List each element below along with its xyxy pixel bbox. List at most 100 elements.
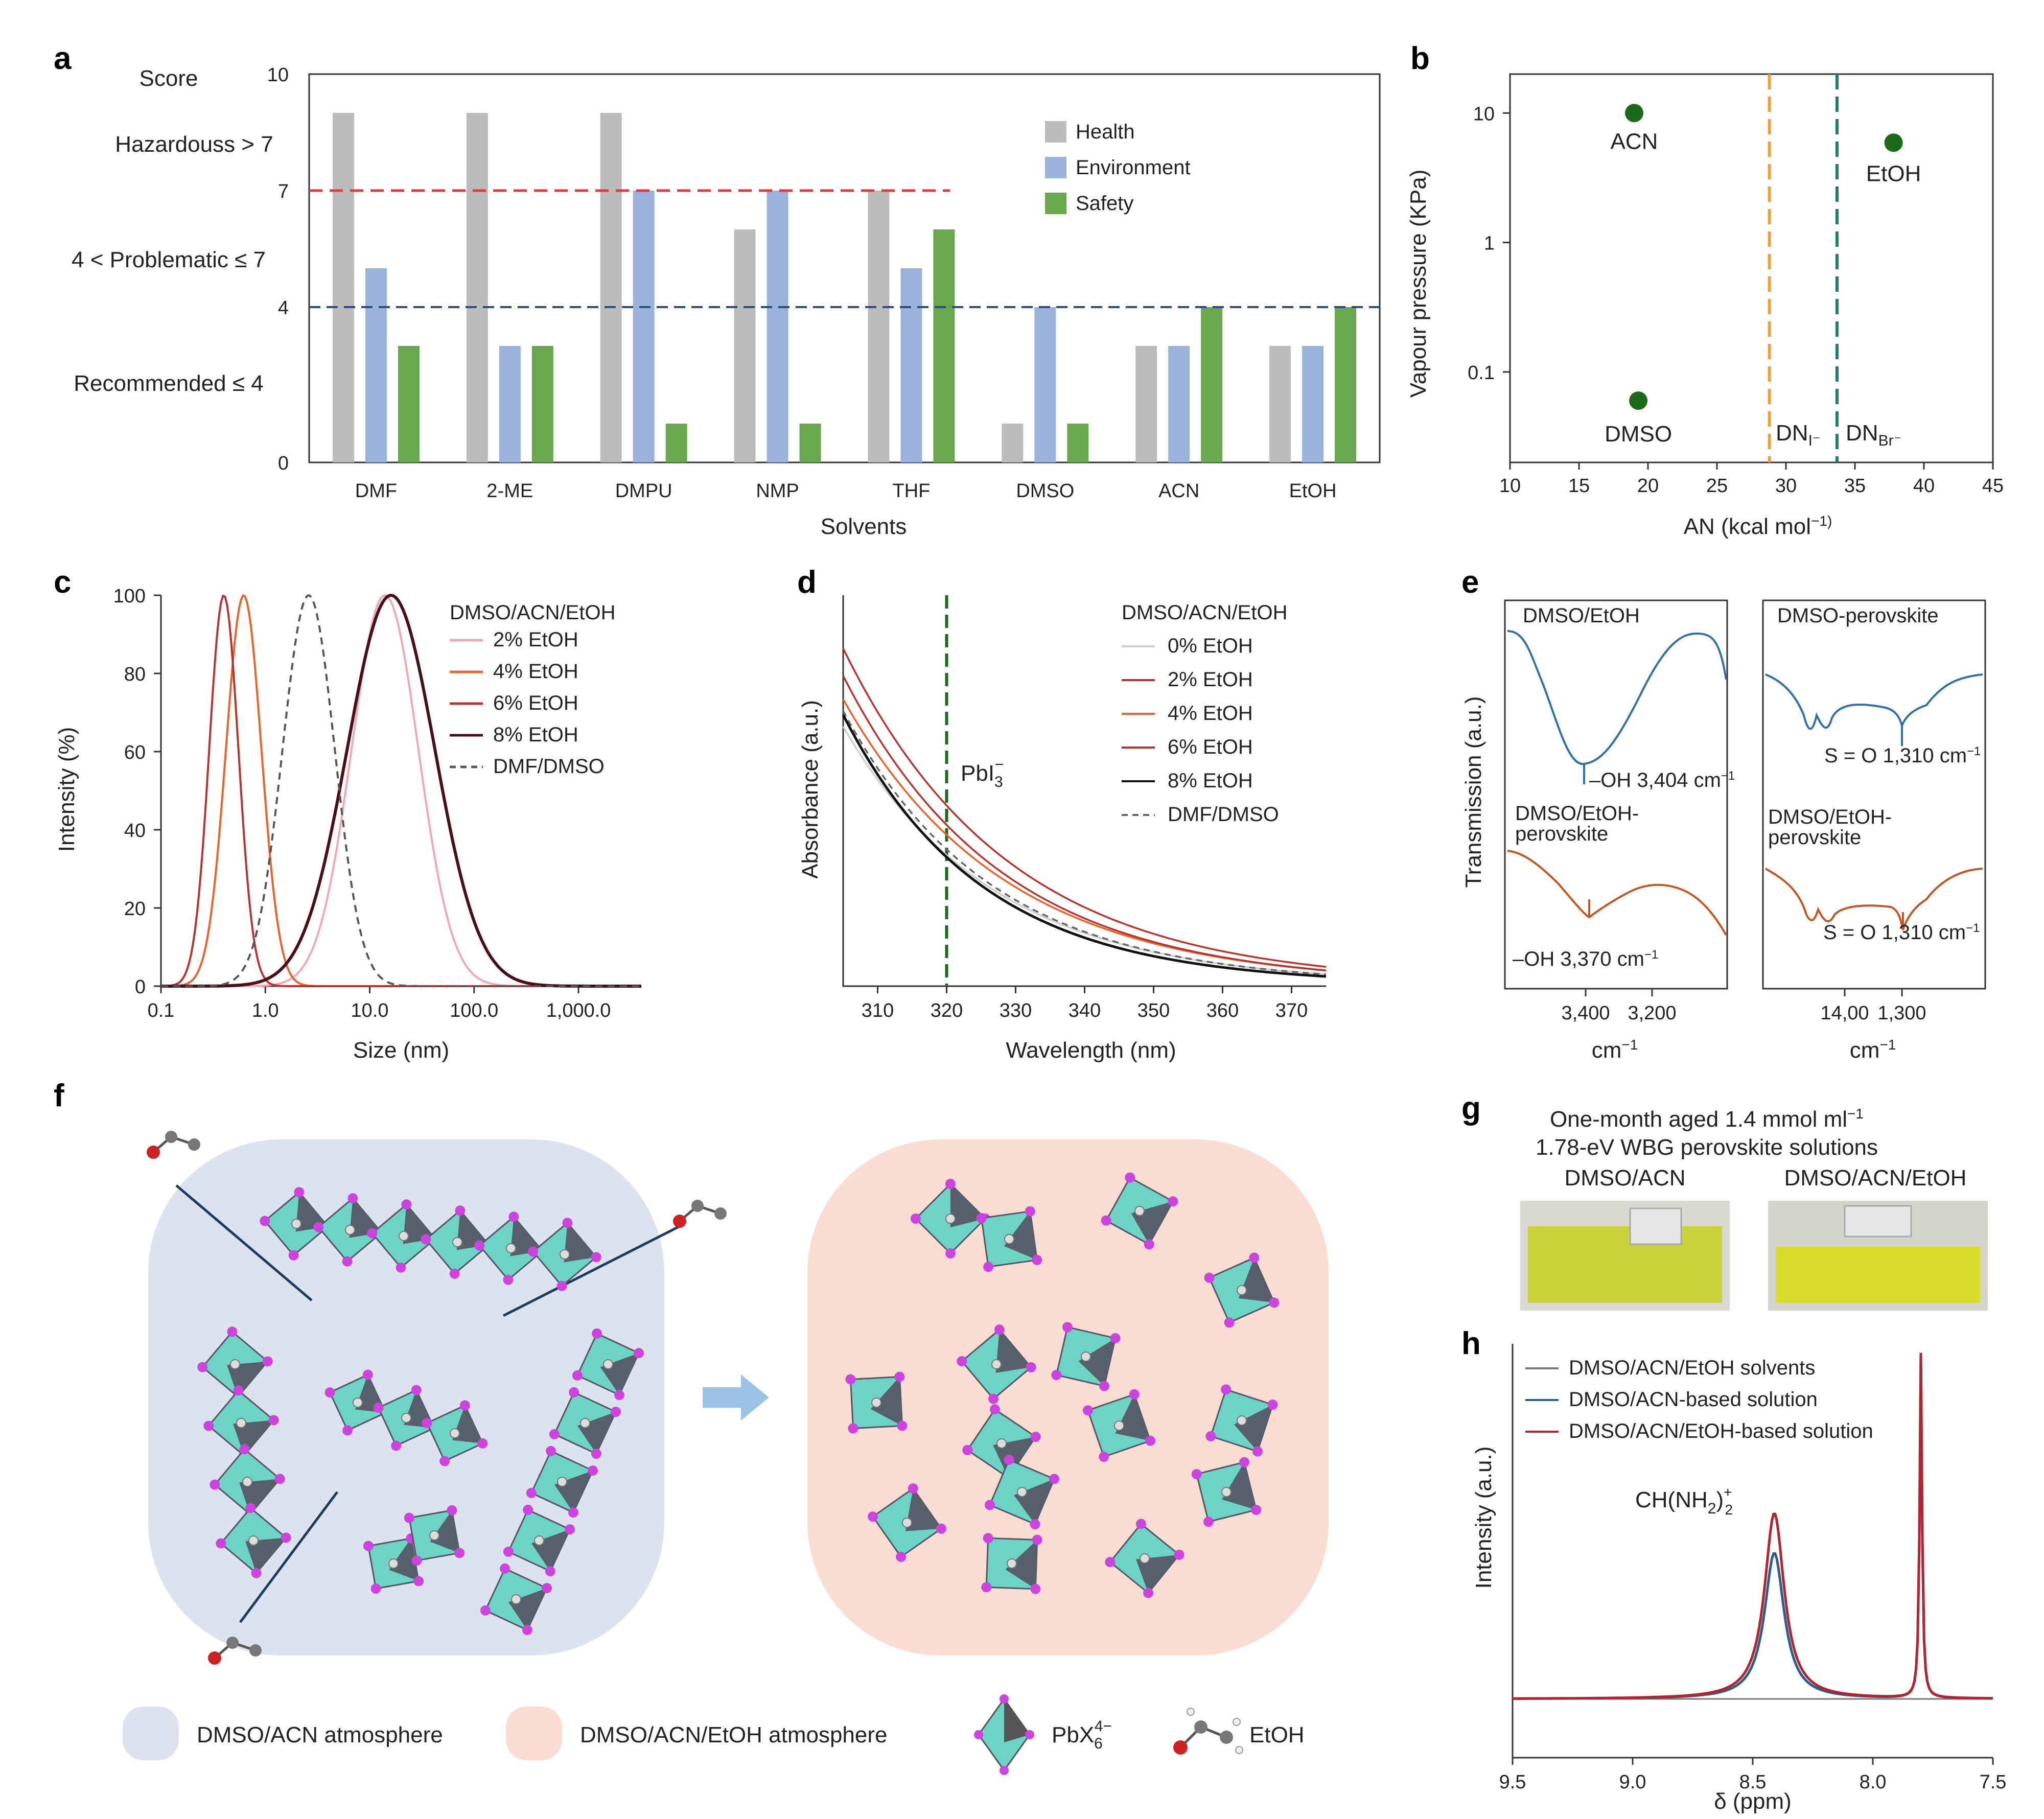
d-legend-label-0: 0% EtOH xyxy=(1168,635,1253,657)
a-plot-frame xyxy=(308,73,1381,463)
f-isolated-oct-4-halide-0 xyxy=(1110,1333,1121,1343)
f-isolated-oct-10 xyxy=(868,1483,946,1562)
c-series-4 xyxy=(161,594,641,987)
f-chain-low-oct-1 xyxy=(404,1505,465,1566)
a-bar-health-nmp xyxy=(734,229,756,462)
a-bar-environment-2-me xyxy=(499,346,521,462)
f-isolated-oct-8-halide-2 xyxy=(1099,1452,1109,1462)
f-chain-right-oct-2 xyxy=(526,1445,598,1518)
h-xlabel: δ (ppm) xyxy=(1714,1789,1792,1814)
f-chain-mid-oct-2-pb xyxy=(450,1428,460,1438)
a-bar-health-dmf xyxy=(332,113,354,462)
f-isolated-oct-13-shade xyxy=(1222,1462,1257,1510)
h-ylabel: Intensity (a.u.) xyxy=(1471,1447,1496,1589)
a-xlabel: Solvents xyxy=(821,514,907,539)
a-xtick-label: NMP xyxy=(756,480,799,502)
f-isolated-oct-12 xyxy=(1105,1519,1184,1598)
f-chain-top-oct-2-halide-3 xyxy=(367,1228,378,1239)
f-chain-top-oct-1-pb xyxy=(345,1225,355,1235)
f-chain-top-oct-3-shade xyxy=(456,1210,489,1250)
a-legend-label-environment: Environment xyxy=(1076,156,1191,179)
f-ethanol-2-oxygen xyxy=(673,1215,686,1228)
panel-label-d: d xyxy=(797,565,817,600)
f-chain-right-oct-4-pb xyxy=(511,1594,521,1604)
e-right-tick-label-1: 14,00 xyxy=(1820,1002,1869,1024)
f-chain-left-oct-0-pb xyxy=(230,1359,240,1369)
h-xtick-label: 9.0 xyxy=(1619,1771,1646,1793)
g-label-dmso-acn-etoh: DMSO/ACN/EtOH xyxy=(1784,1165,1967,1191)
f-isolated-oct-14 xyxy=(984,1454,1060,1530)
e-right-tick-label-2: 1,300 xyxy=(1877,1002,1926,1024)
chart-a: 0 4 7 10 DMF 2-ME DMPU NMP THF DMSO ACN EtOH Health E… xyxy=(267,64,1381,502)
a-bar-health-dmso xyxy=(1002,424,1024,462)
f-isolated-oct-13 xyxy=(1191,1457,1262,1527)
f-isolated-oct-11 xyxy=(981,1533,1042,1594)
f-chain-top-oct-3-halide-3 xyxy=(421,1234,431,1245)
f-isolated-oct-7-pb xyxy=(996,1438,1007,1449)
f-isolated-oct-3 xyxy=(1204,1252,1280,1328)
c-legend-label-4: DMF/DMSO xyxy=(493,755,605,778)
e-left-top-spectrum xyxy=(1507,630,1727,765)
f-chain-top-oct-5-shade xyxy=(564,1223,596,1263)
c-legend-label-2: 6% EtOH xyxy=(493,692,578,714)
a-xtick-label: DMPU xyxy=(615,480,672,502)
d-xtick-label: 310 xyxy=(862,1000,894,1021)
f-chain-right-oct-1-halide-2 xyxy=(549,1429,560,1439)
d-series-5 xyxy=(842,710,1327,975)
chart-e xyxy=(1504,599,1986,996)
f-chain-top-oct-1 xyxy=(313,1193,387,1267)
f-chain-top-oct-0-halide-3 xyxy=(260,1216,270,1226)
f-arrow-1 xyxy=(175,1184,313,1301)
f-isolated-oct-6-halide-1 xyxy=(897,1420,908,1431)
f-chain-right-oct-1-halide-1 xyxy=(591,1449,601,1459)
f-chain-low-oct-0-halide-3 xyxy=(363,1541,374,1551)
f-chain-mid-oct-1-halide-3 xyxy=(373,1403,384,1413)
a-recommended-label: Recommended ≤ 4 xyxy=(74,371,263,396)
f-isolated-oct-11-halide-1 xyxy=(1030,1583,1041,1594)
f-chain-right-oct-0-halide-1 xyxy=(614,1390,624,1401)
f-isolated-oct-11-halide-2 xyxy=(981,1582,992,1593)
a-ytick-label: 4 xyxy=(278,297,289,319)
d-xtick-label: 330 xyxy=(1000,1000,1032,1021)
d-xtick-label: 350 xyxy=(1137,1000,1170,1021)
f-chain-left-oct-0-halide-2 xyxy=(197,1362,208,1372)
a-bar-environment-dmf xyxy=(365,268,387,462)
f-chain-mid-oct-2-halide-2 xyxy=(439,1456,450,1466)
h-xtick-label: 7.5 xyxy=(1980,1771,2007,1793)
f-chain-right-oct-4-halide-3 xyxy=(500,1563,510,1574)
f-chain-right-oct-0-halide-0 xyxy=(634,1348,644,1359)
f-chain-top-oct-2-shade xyxy=(403,1204,435,1244)
f-isolated-oct-4-halide-2 xyxy=(1051,1370,1062,1381)
f-chain-right-oct-3-shade xyxy=(531,1529,570,1572)
f-isolated-oct-4-pb xyxy=(1081,1351,1091,1362)
f-chain-right-oct-3 xyxy=(503,1504,575,1577)
f-legend-etoh: EtOH xyxy=(1249,1722,1305,1747)
f-isolated-oct-5 xyxy=(957,1324,1036,1404)
a-problematic-label: 4 < Problematic ≤ 7 xyxy=(72,247,266,272)
a-hazardous-label: Hazardouss > 7 xyxy=(115,132,273,157)
f-chain-left-oct-2-halide-2 xyxy=(210,1479,220,1490)
f-isolated-oct-2-halide-2 xyxy=(1101,1215,1111,1226)
a-bar-safety-2-me xyxy=(531,346,553,462)
f-isolated-oct-13-pb xyxy=(1221,1487,1232,1497)
f-ethanol-3-carbon-2 xyxy=(249,1644,262,1657)
a-bar-safety-dmso xyxy=(1067,424,1089,462)
a-legend-swatch-health xyxy=(1045,121,1066,143)
f-isolated-oct-2-halide-1 xyxy=(1144,1239,1154,1250)
c-xtick-label: 1.0 xyxy=(252,1000,279,1021)
f-chain-top-oct-2-halide-0 xyxy=(401,1199,412,1210)
f-chain-right-oct-3-halide-1 xyxy=(545,1566,555,1577)
f-chain-left-oct-2 xyxy=(210,1444,285,1520)
chart-c: 0.1 1.0 10.0 100.0 1,000.0 0 20 40 60 80 100 2% EtO… xyxy=(113,586,641,1021)
f-chain-right-oct-0-halide-2 xyxy=(572,1370,583,1381)
f-chain-right-oct-1-halide-0 xyxy=(611,1407,621,1417)
a-bar-health-acn xyxy=(1135,346,1157,462)
a-xtick-label: DMF xyxy=(355,480,397,502)
f-isolated-oct-13-halide-2 xyxy=(1203,1517,1214,1527)
b-dn-br-label: DNBr⁻ xyxy=(1846,421,1901,449)
f-chain-right-oct-0-halide-3 xyxy=(592,1328,602,1339)
b-plot-frame xyxy=(1509,73,1994,463)
b-point-dmso xyxy=(1629,391,1648,410)
f-arrow-3 xyxy=(239,1491,339,1623)
